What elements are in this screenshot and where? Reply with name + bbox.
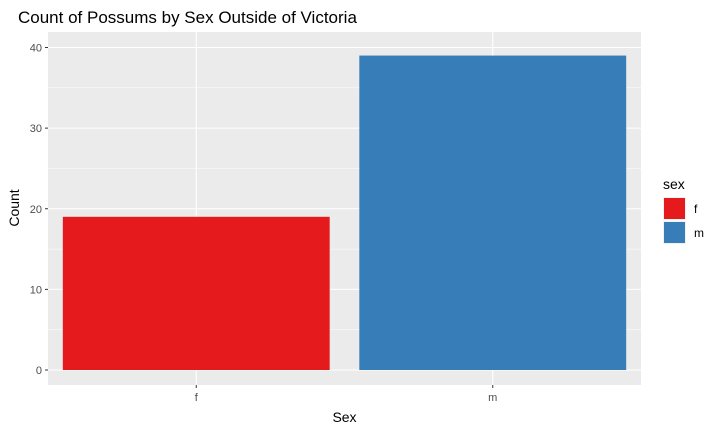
y-tick-label: 0 xyxy=(36,365,42,377)
legend-label-f: f xyxy=(694,202,698,216)
y-tick-label: 10 xyxy=(30,284,42,296)
x-axis-title: Sex xyxy=(332,409,356,425)
bar-f xyxy=(62,216,330,370)
legend: sex fm xyxy=(663,176,704,244)
y-tick-label: 30 xyxy=(30,123,42,135)
y-axis-title: Count xyxy=(6,189,22,226)
legend-swatch-m xyxy=(664,222,685,243)
legend-title: sex xyxy=(663,176,685,192)
bar-m xyxy=(359,55,627,370)
y-tick-label: 40 xyxy=(30,43,42,55)
x-tick-label: m xyxy=(488,392,497,404)
legend-label-m: m xyxy=(694,226,704,240)
x-tick-label: f xyxy=(195,392,199,404)
legend-swatch-f xyxy=(664,198,685,219)
bars xyxy=(62,55,627,370)
y-axis-ticks: 0 10 20 30 40 xyxy=(30,43,48,377)
y-tick-label: 20 xyxy=(30,204,42,216)
chart-title: Count of Possums by Sex Outside of Victo… xyxy=(18,8,357,27)
